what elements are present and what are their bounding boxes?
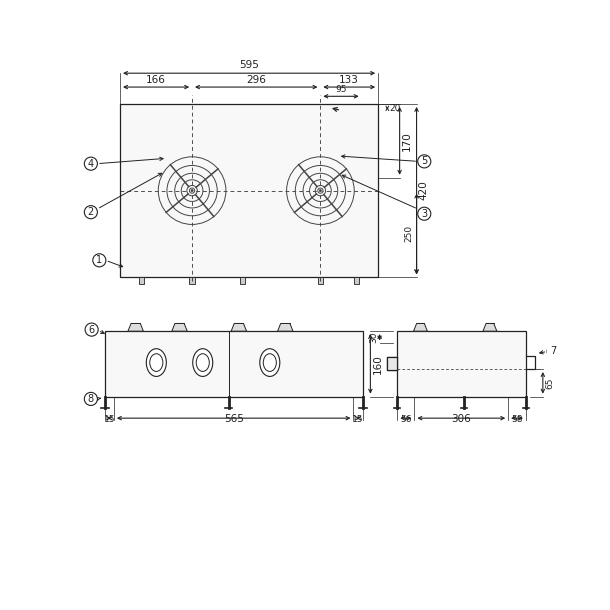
- Circle shape: [84, 392, 98, 406]
- Bar: [139, 278, 145, 284]
- Text: 565: 565: [224, 414, 243, 425]
- Circle shape: [319, 190, 321, 192]
- Text: 166: 166: [146, 75, 166, 85]
- Polygon shape: [120, 104, 378, 278]
- Text: 95: 95: [336, 85, 346, 94]
- Ellipse shape: [146, 349, 167, 376]
- Text: 15: 15: [104, 415, 115, 425]
- Bar: [354, 278, 359, 284]
- Text: 56: 56: [400, 415, 412, 425]
- Text: 58: 58: [511, 415, 523, 425]
- Circle shape: [85, 323, 98, 336]
- Bar: [189, 278, 195, 284]
- Text: 296: 296: [246, 75, 266, 85]
- Ellipse shape: [193, 349, 213, 376]
- Text: 65: 65: [545, 377, 554, 389]
- Text: 160: 160: [373, 354, 382, 374]
- Text: 3: 3: [422, 209, 428, 219]
- Text: 170: 170: [402, 131, 412, 151]
- Polygon shape: [414, 323, 428, 331]
- Text: 7: 7: [550, 346, 557, 356]
- Text: 20: 20: [390, 104, 401, 113]
- Text: 420: 420: [419, 181, 429, 201]
- Text: 30: 30: [369, 332, 378, 343]
- Circle shape: [84, 157, 98, 170]
- Polygon shape: [172, 323, 187, 331]
- Polygon shape: [397, 331, 526, 396]
- Circle shape: [190, 188, 195, 193]
- Polygon shape: [387, 357, 397, 370]
- Circle shape: [93, 254, 106, 267]
- Ellipse shape: [260, 349, 280, 376]
- Polygon shape: [231, 323, 246, 331]
- Bar: [240, 278, 245, 284]
- Circle shape: [547, 345, 560, 358]
- Polygon shape: [278, 323, 293, 331]
- Circle shape: [418, 155, 431, 168]
- Text: 306: 306: [451, 414, 471, 425]
- Polygon shape: [483, 323, 497, 331]
- Circle shape: [318, 188, 323, 193]
- Text: 133: 133: [339, 75, 359, 85]
- Text: 8: 8: [88, 394, 94, 404]
- Text: 2: 2: [88, 207, 94, 217]
- Text: 15: 15: [353, 415, 364, 425]
- Text: 6: 6: [88, 325, 95, 335]
- Circle shape: [191, 190, 193, 192]
- Polygon shape: [105, 331, 363, 396]
- Text: 5: 5: [421, 156, 428, 167]
- Text: 595: 595: [239, 60, 259, 70]
- Circle shape: [84, 206, 98, 219]
- Text: 250: 250: [404, 225, 413, 243]
- Polygon shape: [128, 323, 143, 331]
- Text: 4: 4: [88, 159, 94, 169]
- Text: 1: 1: [96, 256, 102, 265]
- Bar: [318, 278, 323, 284]
- Circle shape: [418, 207, 431, 220]
